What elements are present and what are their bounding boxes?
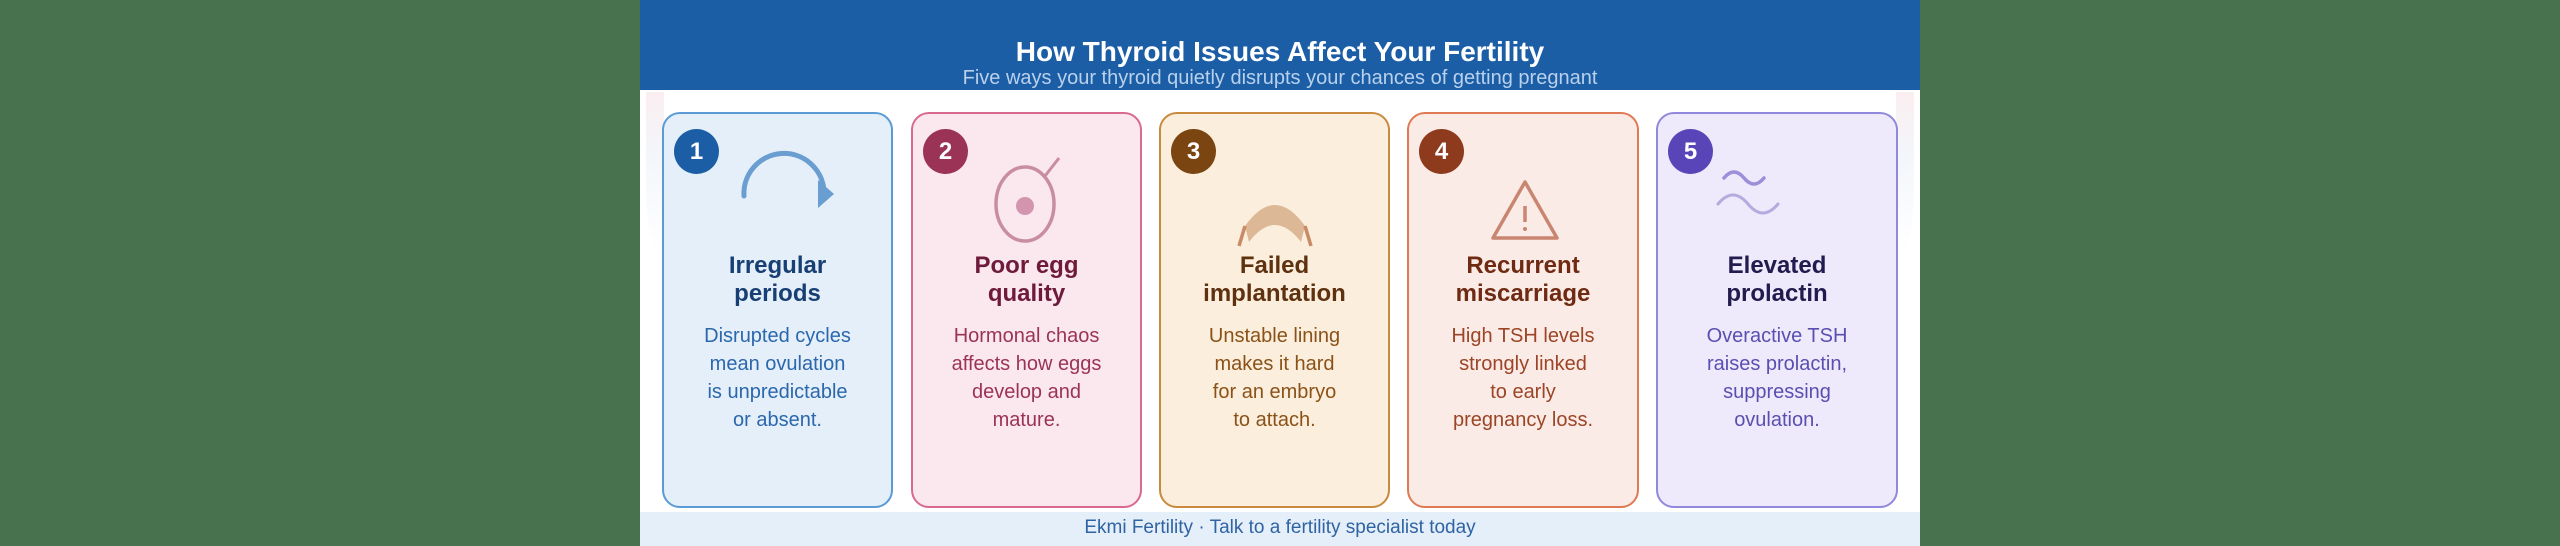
decorative-shape-left: [646, 92, 664, 252]
step-badge: 3: [1171, 129, 1216, 174]
card-description: Hormonal chaos affects how eggs develop …: [951, 325, 1102, 431]
card-title-line2: periods: [734, 280, 821, 307]
card-title-line1: Elevated: [1727, 252, 1827, 279]
card-title-line1: Recurrent: [1466, 252, 1580, 279]
hormone-wave-icon: [1716, 170, 1780, 215]
header-banner: How Thyroid Issues Affect Your Fertility…: [640, 0, 1920, 90]
footer-text: Ekmi Fertility · Talk to a fertility spe…: [1084, 517, 1476, 538]
card-title-line1: Irregular: [728, 252, 827, 279]
card-title-line1: Poor egg: [974, 252, 1079, 279]
infographic-panel: How Thyroid Issues Affect Your Fertility…: [640, 0, 1920, 546]
decorative-shape-right: [1896, 92, 1914, 252]
footer-banner: Ekmi Fertility · Talk to a fertility spe…: [640, 512, 1920, 546]
uterine-lining-icon: [1237, 205, 1313, 247]
card-irregular-periods: 1 Irregular periods Disrupted cycles mea…: [662, 112, 893, 508]
card-title-line1: Failed: [1239, 252, 1310, 279]
card-description: Overactive TSH raises prolactin, suppres…: [1706, 325, 1848, 431]
card-elevated-prolactin: 5 Elevated prolactin Overactive TSH rais…: [1656, 112, 1898, 508]
card-title-line2: quality: [987, 280, 1066, 307]
card-description: High TSH levels strongly linked to early…: [1451, 325, 1595, 431]
card-description: Unstable lining makes it hard for an emb…: [1208, 325, 1341, 431]
cycle-arrow-icon: [741, 151, 834, 208]
step-badge: 2: [923, 129, 968, 174]
card-title-line2: prolactin: [1726, 280, 1828, 307]
warning-triangle-icon: [1491, 180, 1559, 240]
step-badge: 1: [674, 129, 719, 174]
page-subtitle: Five ways your thyroid quietly disrupts …: [962, 67, 1598, 89]
egg-cell-icon: [994, 157, 1061, 243]
page-title: How Thyroid Issues Affect Your Fertility: [1015, 36, 1545, 67]
card-poor-egg-quality: 2 Poor egg quality Hormonal chaos affect…: [911, 112, 1142, 508]
card-description: Disrupted cycles mean ovulation is unpre…: [704, 325, 851, 431]
step-badge: 5: [1668, 129, 1713, 174]
card-recurrent-miscarriage: 4 Recurrent miscarriage High TSH levels …: [1407, 112, 1639, 508]
card-failed-implantation: 3 Failed implantation Unstable lining ma…: [1159, 112, 1390, 508]
card-title-line2: implantation: [1203, 280, 1346, 307]
step-badge: 4: [1419, 129, 1464, 174]
card-title-line2: miscarriage: [1455, 280, 1591, 307]
